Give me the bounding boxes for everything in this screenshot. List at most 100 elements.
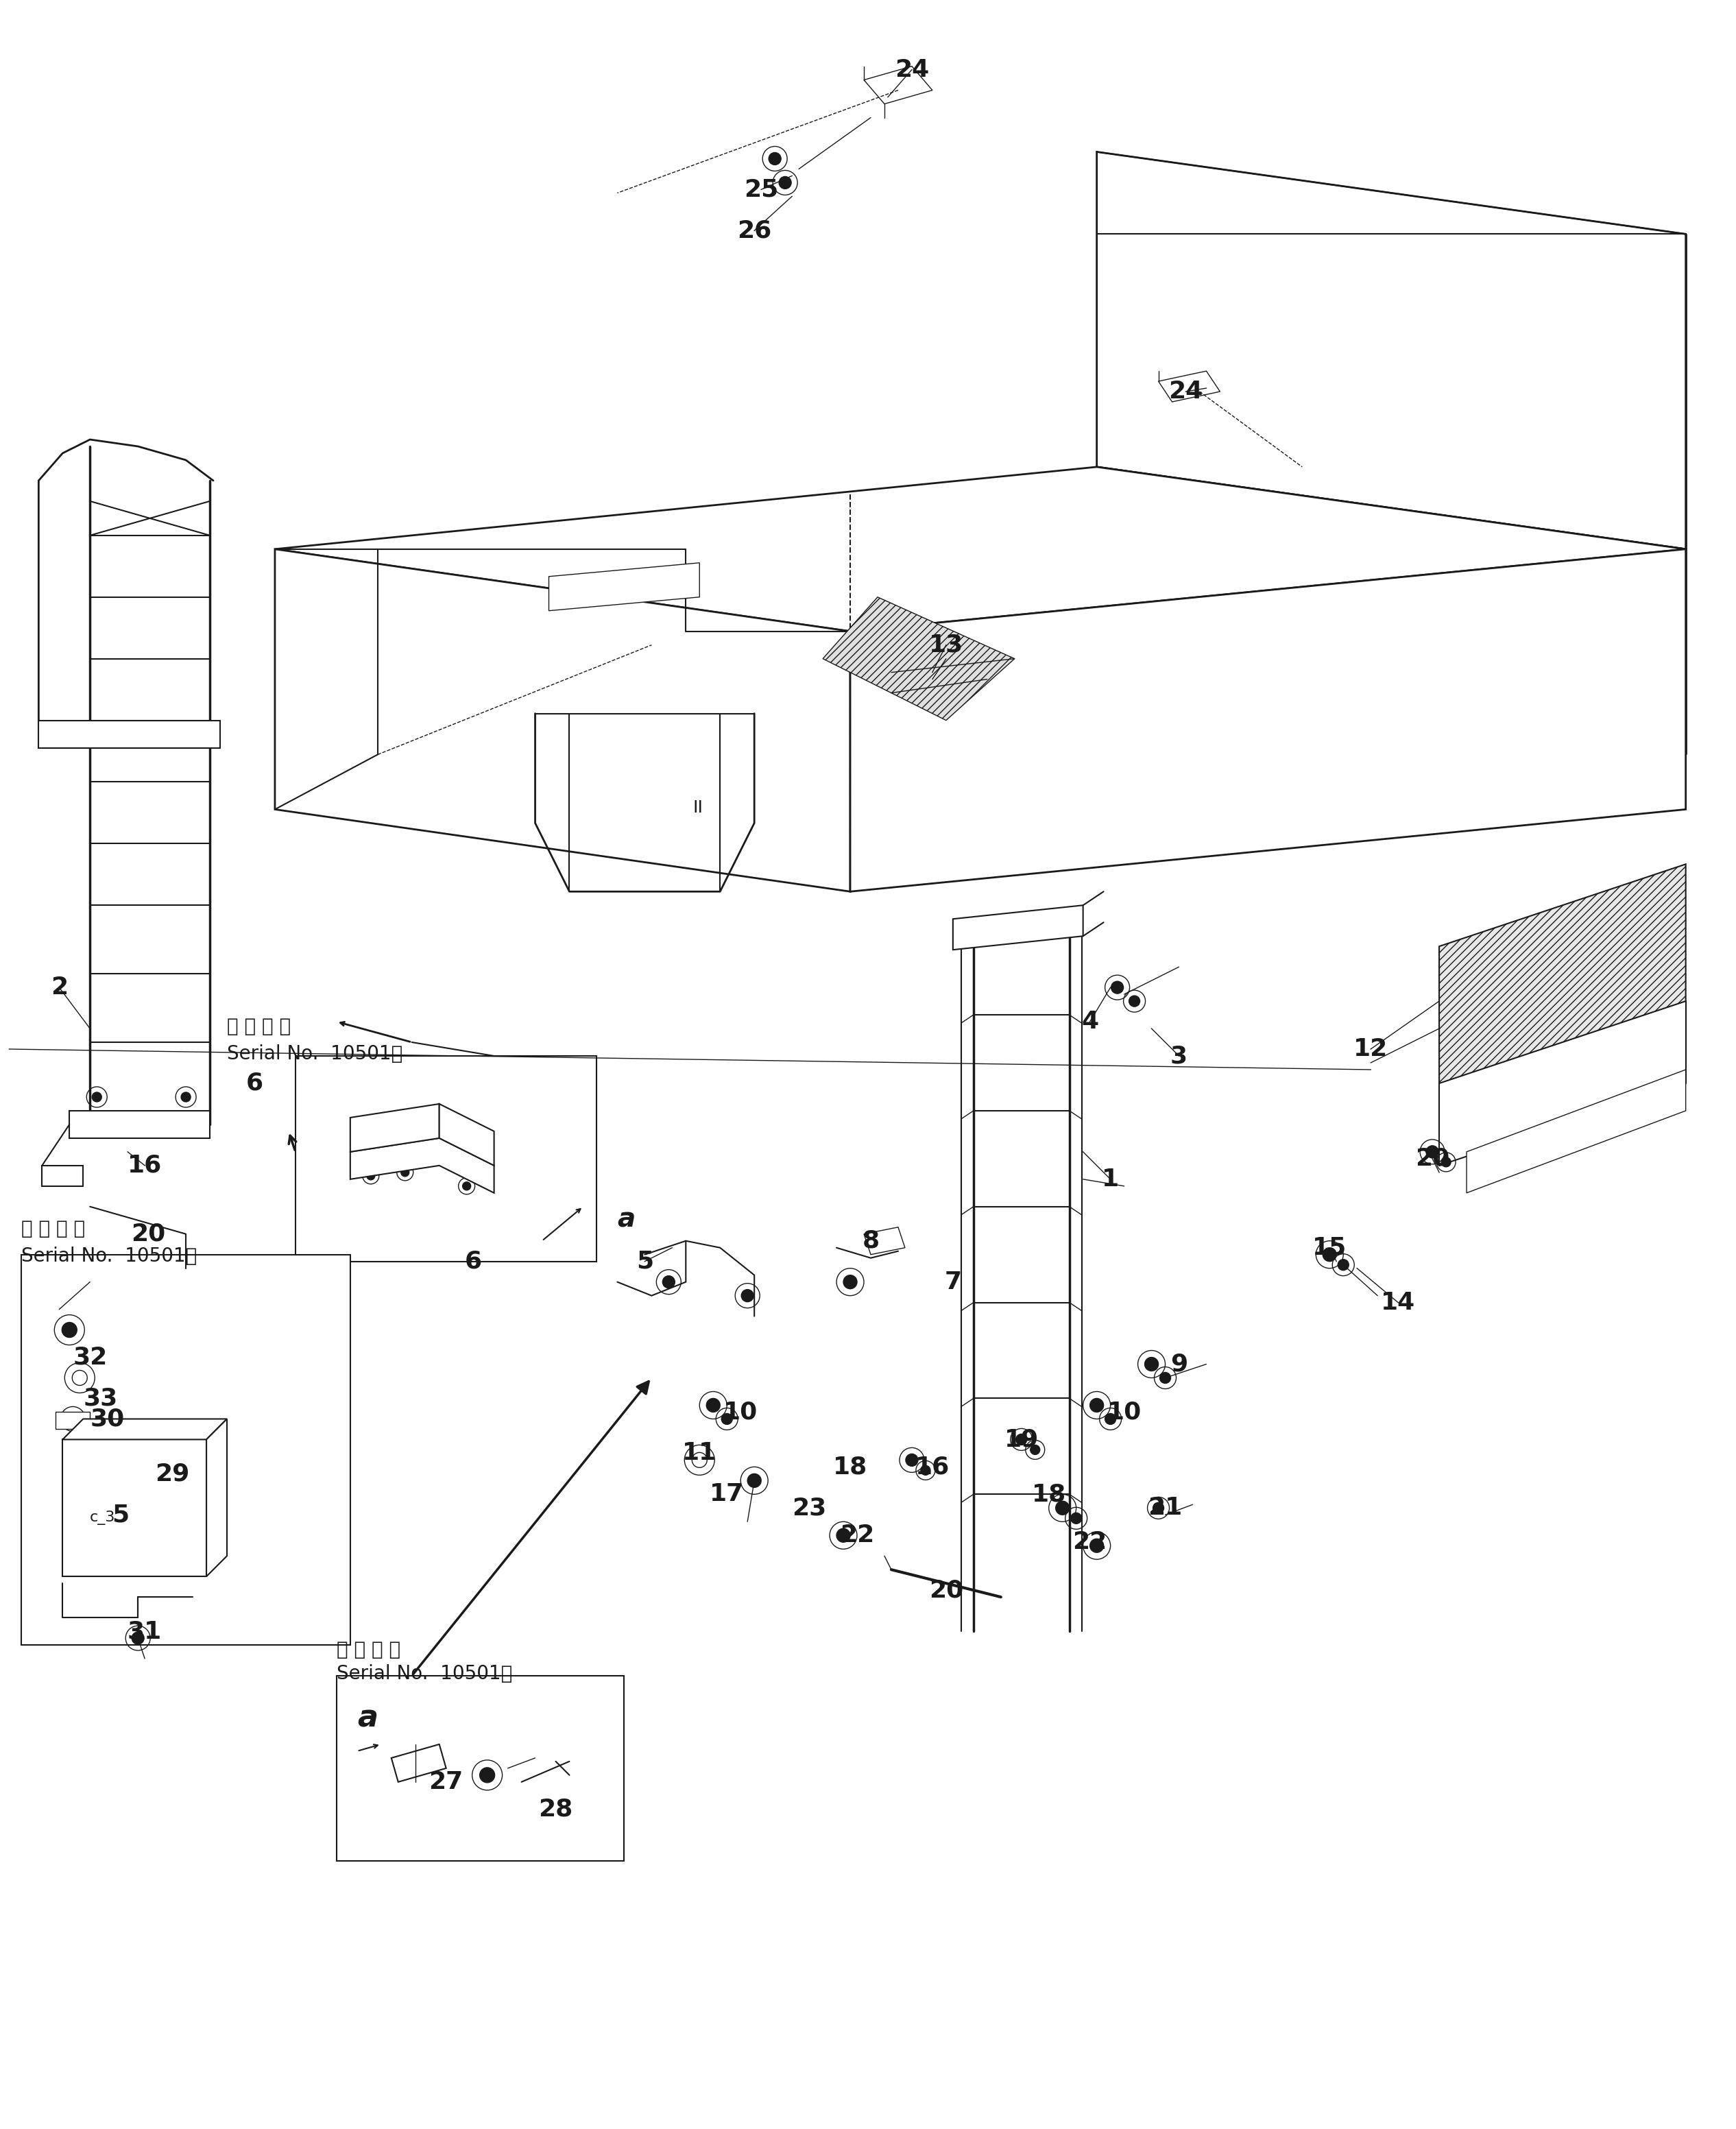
Circle shape bbox=[769, 153, 781, 164]
Text: 6: 6 bbox=[247, 1071, 262, 1094]
Polygon shape bbox=[351, 1139, 495, 1192]
Text: 15: 15 bbox=[1312, 1237, 1347, 1260]
Text: 13: 13 bbox=[929, 632, 963, 656]
Circle shape bbox=[1441, 1158, 1451, 1167]
Text: 19: 19 bbox=[1003, 1429, 1038, 1452]
Polygon shape bbox=[207, 1418, 227, 1575]
Polygon shape bbox=[1439, 864, 1686, 1084]
Circle shape bbox=[132, 1633, 144, 1644]
Text: II: II bbox=[693, 801, 703, 815]
Circle shape bbox=[366, 1171, 375, 1179]
Circle shape bbox=[1128, 996, 1141, 1007]
Circle shape bbox=[66, 1414, 80, 1424]
Polygon shape bbox=[274, 466, 1686, 632]
Text: Serial No.  10501～: Serial No. 10501～ bbox=[21, 1245, 198, 1265]
Text: 7: 7 bbox=[944, 1271, 962, 1294]
Circle shape bbox=[1144, 1358, 1158, 1371]
Circle shape bbox=[1160, 1373, 1170, 1384]
Text: 10: 10 bbox=[1108, 1401, 1141, 1424]
Text: 18: 18 bbox=[1031, 1482, 1066, 1505]
Text: 31: 31 bbox=[127, 1620, 161, 1644]
Circle shape bbox=[479, 1767, 495, 1782]
Text: 25: 25 bbox=[745, 179, 778, 200]
Polygon shape bbox=[391, 1744, 446, 1782]
Text: 18: 18 bbox=[833, 1456, 868, 1478]
Text: 12: 12 bbox=[1354, 1037, 1387, 1060]
Text: 5: 5 bbox=[113, 1503, 130, 1526]
Text: 24: 24 bbox=[1168, 379, 1203, 402]
Polygon shape bbox=[42, 1165, 83, 1186]
Text: 32: 32 bbox=[73, 1346, 108, 1369]
Text: 20: 20 bbox=[929, 1578, 963, 1601]
Circle shape bbox=[837, 1529, 851, 1541]
Circle shape bbox=[1090, 1399, 1104, 1412]
Text: 6: 6 bbox=[465, 1250, 483, 1273]
Text: 適 用 号 機: 適 用 号 機 bbox=[21, 1220, 85, 1239]
Bar bbox=[295, 1056, 597, 1260]
Circle shape bbox=[1090, 1539, 1104, 1552]
Polygon shape bbox=[69, 1111, 210, 1139]
Circle shape bbox=[1338, 1260, 1349, 1271]
Polygon shape bbox=[62, 1418, 227, 1439]
Text: a: a bbox=[618, 1207, 635, 1233]
Bar bbox=[21, 1254, 351, 1646]
Text: 24: 24 bbox=[894, 57, 929, 81]
Text: 28: 28 bbox=[538, 1797, 573, 1820]
Text: 27: 27 bbox=[429, 1771, 464, 1793]
Circle shape bbox=[1071, 1514, 1082, 1524]
Circle shape bbox=[401, 1169, 410, 1177]
Polygon shape bbox=[1467, 1069, 1686, 1192]
Text: 17: 17 bbox=[710, 1482, 745, 1505]
Text: 2: 2 bbox=[50, 975, 68, 999]
Text: Serial No.  10501～: Serial No. 10501～ bbox=[337, 1665, 512, 1684]
Text: a: a bbox=[358, 1703, 378, 1733]
Text: 1: 1 bbox=[1102, 1167, 1120, 1190]
Circle shape bbox=[1323, 1248, 1337, 1260]
Circle shape bbox=[1111, 981, 1123, 994]
Polygon shape bbox=[865, 1226, 904, 1254]
Text: 29: 29 bbox=[155, 1463, 189, 1486]
Text: 22: 22 bbox=[1073, 1531, 1108, 1554]
Text: 16: 16 bbox=[127, 1154, 161, 1177]
Text: 26: 26 bbox=[738, 219, 771, 243]
Circle shape bbox=[844, 1275, 858, 1288]
Circle shape bbox=[1153, 1503, 1163, 1514]
Circle shape bbox=[462, 1182, 470, 1190]
Bar bbox=[337, 1676, 625, 1861]
Text: 9: 9 bbox=[1170, 1352, 1187, 1375]
Polygon shape bbox=[549, 562, 700, 611]
Text: 適 用 号 機: 適 用 号 機 bbox=[227, 1018, 292, 1037]
Circle shape bbox=[62, 1322, 76, 1337]
Circle shape bbox=[663, 1275, 675, 1288]
Text: 11: 11 bbox=[682, 1441, 717, 1465]
Circle shape bbox=[906, 1454, 918, 1467]
Text: 10: 10 bbox=[724, 1401, 759, 1424]
Circle shape bbox=[920, 1465, 930, 1475]
Polygon shape bbox=[38, 720, 220, 747]
Polygon shape bbox=[823, 596, 1014, 720]
Polygon shape bbox=[274, 549, 851, 892]
Text: 30: 30 bbox=[90, 1407, 125, 1431]
Text: 20: 20 bbox=[1415, 1148, 1450, 1171]
Text: 5: 5 bbox=[635, 1250, 653, 1273]
Text: 4: 4 bbox=[1082, 1009, 1099, 1033]
Circle shape bbox=[1106, 1414, 1116, 1424]
Text: 8: 8 bbox=[863, 1228, 880, 1252]
Text: 20: 20 bbox=[130, 1222, 165, 1245]
Polygon shape bbox=[439, 1103, 495, 1165]
Circle shape bbox=[92, 1092, 102, 1103]
Text: 23: 23 bbox=[792, 1497, 826, 1520]
Text: 適 用 号 機: 適 用 号 機 bbox=[337, 1639, 401, 1658]
Text: 22: 22 bbox=[840, 1524, 875, 1548]
Polygon shape bbox=[953, 905, 1083, 950]
Circle shape bbox=[748, 1473, 760, 1488]
Polygon shape bbox=[56, 1412, 90, 1429]
Circle shape bbox=[741, 1290, 753, 1301]
Circle shape bbox=[722, 1414, 733, 1424]
Text: 14: 14 bbox=[1380, 1290, 1415, 1314]
Text: c_3: c_3 bbox=[90, 1512, 116, 1524]
Polygon shape bbox=[851, 549, 1686, 892]
Text: 3: 3 bbox=[1170, 1045, 1187, 1067]
Circle shape bbox=[1427, 1145, 1439, 1158]
Text: 33: 33 bbox=[83, 1386, 118, 1409]
